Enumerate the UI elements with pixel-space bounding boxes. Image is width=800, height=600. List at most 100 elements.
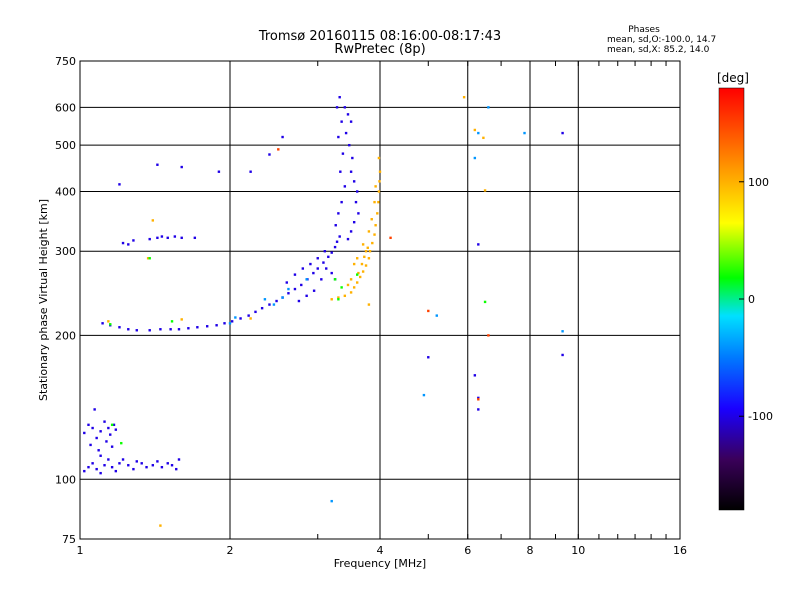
data-point <box>377 190 381 193</box>
data-point <box>378 170 382 173</box>
x-tick-label: 1 <box>77 544 84 557</box>
data-point <box>363 255 366 259</box>
data-point <box>146 257 150 260</box>
data-point <box>343 294 347 298</box>
phases-x-mode: mean, sd,X: 85.2, 14.0 <box>607 45 710 55</box>
y-tick-label: 200 <box>55 329 76 342</box>
data-point <box>159 524 162 527</box>
data-point <box>114 428 118 431</box>
data-point <box>177 328 181 331</box>
data-point <box>287 292 290 295</box>
colorbar <box>718 87 745 511</box>
data-point <box>371 241 374 245</box>
data-point <box>355 281 359 284</box>
data-point <box>89 443 92 447</box>
data-point <box>344 131 348 135</box>
x-tick-label: 4 <box>377 544 384 557</box>
data-point <box>132 239 135 242</box>
data-point <box>367 257 371 260</box>
data-point <box>337 212 340 215</box>
data-point <box>335 240 339 243</box>
data-point <box>361 270 365 273</box>
y-tick-label: 750 <box>55 55 76 68</box>
x-tick-label: 10 <box>571 544 585 557</box>
data-point <box>561 131 564 135</box>
data-point <box>376 212 379 215</box>
data-point <box>346 113 350 116</box>
grid-lines <box>80 61 680 539</box>
data-point <box>95 467 98 471</box>
data-point <box>341 152 345 155</box>
data-point <box>127 243 130 246</box>
data-point <box>145 465 148 469</box>
data-point <box>263 298 267 301</box>
x-tick-label: 2 <box>227 544 234 557</box>
data-point <box>193 236 197 240</box>
data-point <box>352 286 356 289</box>
data-point <box>312 289 316 292</box>
chart-subtitle: RwPretec (8p) <box>334 42 425 57</box>
data-point <box>247 314 250 317</box>
data-point <box>160 465 164 469</box>
data-point <box>160 235 164 238</box>
data-point <box>355 273 359 276</box>
data-point <box>338 235 341 238</box>
data-point <box>234 316 237 319</box>
data-point <box>110 423 114 427</box>
data-point <box>215 324 218 327</box>
data-point <box>561 353 564 357</box>
data-point <box>217 170 221 173</box>
data-point <box>343 106 347 109</box>
data-point <box>275 299 278 303</box>
data-point <box>487 334 490 337</box>
data-point <box>120 441 123 445</box>
data-point <box>180 165 183 169</box>
data-point <box>300 283 303 287</box>
data-point <box>205 325 209 328</box>
y-tick-label: 100 <box>55 473 76 486</box>
data-point <box>103 420 106 423</box>
data-point <box>325 267 328 270</box>
data-point <box>103 464 106 467</box>
data-point <box>135 460 138 463</box>
data-point <box>127 464 130 467</box>
data-point <box>337 135 340 139</box>
data-point <box>249 170 252 173</box>
data-point <box>349 278 353 281</box>
data-point <box>260 306 264 310</box>
data-point <box>83 469 86 473</box>
phases-o-mode: mean, sd,O:-100.0, 14.7 <box>607 35 716 45</box>
data-point <box>148 257 151 260</box>
data-point <box>156 460 159 463</box>
x-tick-label: 8 <box>527 544 534 557</box>
data-point <box>93 408 96 411</box>
data-point <box>339 170 342 173</box>
data-point <box>293 287 297 291</box>
data-point <box>239 317 242 320</box>
data-point <box>354 200 358 204</box>
colorbar-label: [deg] <box>717 71 749 85</box>
data-point <box>351 156 354 160</box>
data-point <box>109 433 112 436</box>
x-axis-label: Frequency [MHz] <box>334 557 426 570</box>
data-point <box>422 393 426 397</box>
data-point <box>477 396 480 400</box>
data-point <box>377 156 381 160</box>
data-point <box>112 423 116 427</box>
data-point <box>346 237 350 241</box>
data-point <box>177 458 181 461</box>
y-tick-label: 500 <box>55 139 76 152</box>
data-point <box>316 257 319 260</box>
data-point <box>367 230 371 233</box>
data-point <box>268 303 271 306</box>
data-point <box>462 95 466 99</box>
data-point <box>230 320 234 323</box>
data-point <box>333 278 337 281</box>
data-point <box>187 327 190 330</box>
x-tick-label: 16 <box>673 544 687 557</box>
data-point <box>374 224 377 227</box>
data-point <box>357 212 360 215</box>
data-point <box>91 462 94 465</box>
data-point <box>118 326 121 329</box>
data-point <box>349 170 353 173</box>
